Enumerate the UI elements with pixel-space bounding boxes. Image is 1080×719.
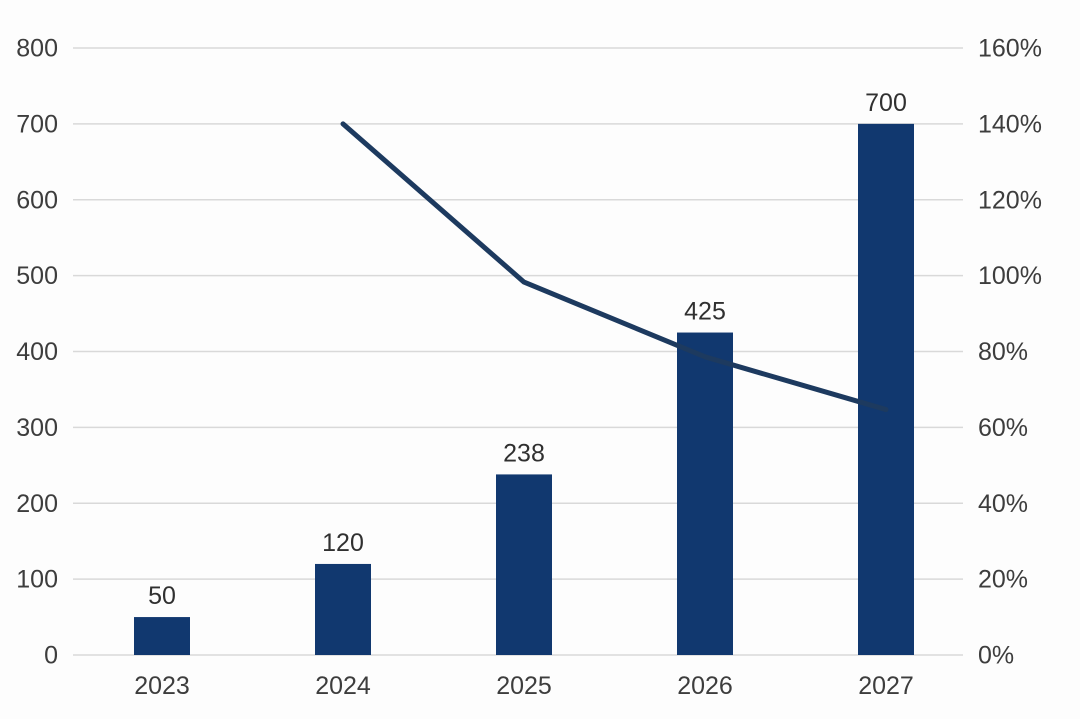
left-axis-tick-label: 400 [16,338,58,366]
left-axis-tick-label: 500 [16,262,58,290]
left-axis-tick-label: 200 [16,490,58,518]
category-label-2023: 2023 [134,672,190,700]
left-axis-tick-label: 800 [16,35,58,63]
bar-value-label-2023: 50 [148,582,176,610]
bar-2025 [496,474,552,655]
right-axis-tick-label: 0% [978,642,1014,670]
category-label-2027: 2027 [858,672,914,700]
left-axis-tick-label: 600 [16,186,58,214]
bar-2023 [134,617,190,655]
bar-2027 [858,123,914,655]
category-label-2024: 2024 [315,672,371,700]
left-axis-tick-label: 0 [44,642,58,670]
right-axis-tick-label: 160% [978,35,1042,63]
right-axis-tick-label: 80% [978,338,1028,366]
right-axis-tick-label: 140% [978,110,1042,138]
right-axis-tick-label: 20% [978,566,1028,594]
right-axis-tick-label: 100% [978,262,1042,290]
right-axis-tick-label: 120% [978,186,1042,214]
bar-value-label-2026: 425 [684,298,726,326]
category-label-2026: 2026 [677,672,733,700]
growth-rate-line [340,121,889,413]
left-axis-tick-label: 300 [16,414,58,442]
right-axis-tick-label: 40% [978,490,1028,518]
right-axis-tick-label: 60% [978,414,1028,442]
bar-value-label-2027: 700 [865,89,907,117]
bar-2024 [315,563,371,655]
left-axis-tick-label: 100 [16,566,58,594]
bar-value-label-2025: 238 [503,439,545,467]
bar-value-label-2024: 120 [322,529,364,557]
left-axis-tick-label: 700 [16,110,58,138]
bar-2026 [677,332,733,655]
category-label-2025: 2025 [496,672,552,700]
